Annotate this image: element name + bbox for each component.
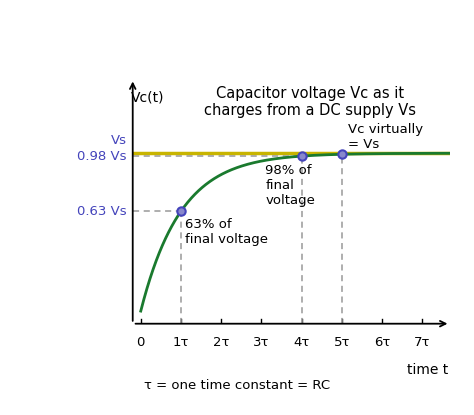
Text: 3τ: 3τ — [253, 336, 270, 349]
Text: τ = one time constant = RC: τ = one time constant = RC — [144, 379, 330, 393]
Text: 63% of
final voltage: 63% of final voltage — [185, 217, 268, 246]
Text: 98% of
final
voltage: 98% of final voltage — [265, 164, 315, 207]
Text: Capacitor voltage Vc as it
charges from a DC supply Vs: Capacitor voltage Vc as it charges from … — [204, 86, 416, 118]
Text: 0.63 Vs: 0.63 Vs — [77, 205, 127, 218]
Text: Vc(t): Vc(t) — [131, 91, 164, 105]
Text: Vc virtually
= Vs: Vc virtually = Vs — [348, 123, 423, 151]
Text: time t: time t — [407, 363, 448, 377]
Text: 0: 0 — [137, 336, 145, 349]
Text: 4τ: 4τ — [293, 336, 310, 349]
Text: 1τ: 1τ — [173, 336, 189, 349]
Text: 0.98 Vs: 0.98 Vs — [77, 150, 127, 163]
Text: Vs: Vs — [111, 134, 127, 147]
Text: 5τ: 5τ — [334, 336, 350, 349]
Text: 2τ: 2τ — [213, 336, 229, 349]
Text: 6τ: 6τ — [374, 336, 390, 349]
Text: 7τ: 7τ — [414, 336, 430, 349]
